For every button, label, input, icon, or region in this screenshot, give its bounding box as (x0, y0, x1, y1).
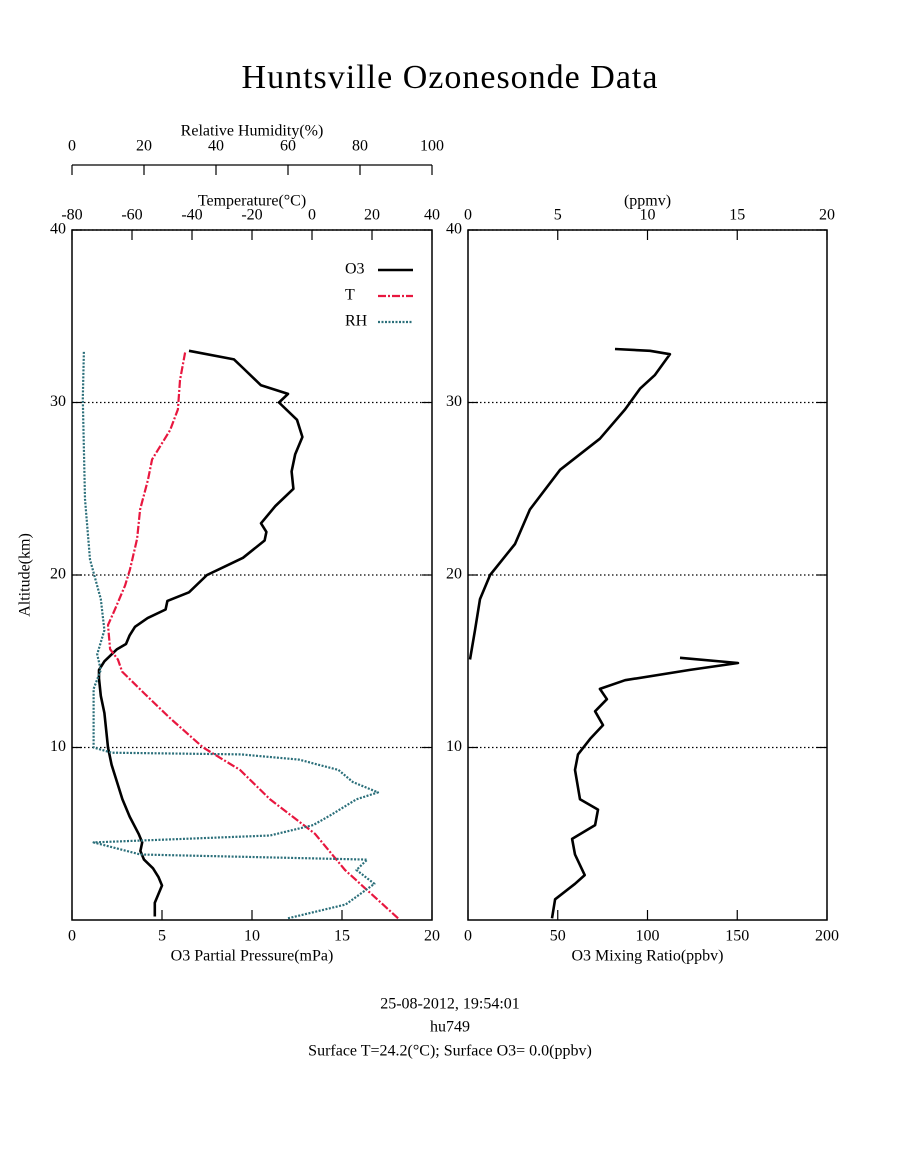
x-tick-label: 5 (158, 928, 166, 945)
x2-tick-label: 20 (364, 207, 380, 224)
y-tick-label: 10 (446, 738, 462, 755)
profile-line (81, 350, 380, 920)
x-tick-label: 20 (424, 928, 440, 945)
profile-line (97, 349, 304, 917)
x-tick-label: 10 (244, 928, 260, 945)
x3-tick-label: 60 (280, 138, 296, 155)
x2-tick-label: -40 (181, 207, 202, 224)
title: Huntsville Ozonesonde Data (242, 59, 659, 96)
x2-tick-label: 15 (729, 207, 745, 224)
footer-surface: Surface T=24.2(°C); Surface O3= 0.0(ppbv… (308, 1043, 592, 1060)
x2-axis-label: Temperature(°C) (198, 193, 306, 210)
x-tick-label: 0 (68, 928, 76, 945)
x-tick-label: 50 (550, 928, 566, 945)
footer-date: 25-08-2012, 19:54:01 (380, 996, 520, 1013)
x2-tick-label: -60 (121, 207, 142, 224)
y-tick-label: 40 (50, 221, 66, 238)
x2-axis-label: (ppmv) (624, 193, 671, 210)
y-tick-label: 30 (446, 393, 462, 410)
x2-tick-label: 0 (308, 207, 316, 224)
x-tick-label: 100 (636, 928, 660, 945)
footer-id: hu749 (430, 1019, 470, 1036)
x-tick-label: 0 (464, 928, 472, 945)
plot-frame (71, 229, 433, 921)
x-axis-label: O3 Mixing Ratio(ppbv) (572, 948, 724, 965)
x-tick-label: 200 (815, 928, 839, 945)
x3-tick-label: 80 (352, 138, 368, 155)
legend-label: T (345, 287, 355, 304)
x2-tick-label: -20 (241, 207, 262, 224)
legend-label: RH (345, 313, 368, 330)
x-tick-label: 150 (725, 928, 749, 945)
y-tick-label: 40 (446, 221, 462, 238)
x3-axis-label: Relative Humidity(%) (181, 123, 324, 140)
y-axis-label: Altitude(km) (17, 533, 34, 617)
legend-label: O3 (345, 261, 365, 278)
x-axis-label: O3 Partial Pressure(mPa) (171, 948, 334, 965)
y-tick-label: 30 (50, 393, 66, 410)
profile-line (468, 347, 740, 919)
x2-tick-label: 0 (464, 207, 472, 224)
y-tick-label: 10 (50, 738, 66, 755)
x-tick-label: 15 (334, 928, 350, 945)
plot-frame (467, 229, 828, 921)
x2-tick-label: 40 (424, 207, 440, 224)
y-tick-label: 20 (446, 566, 462, 583)
x3-tick-label: 100 (420, 138, 444, 155)
profile-line (106, 352, 399, 920)
x2-tick-label: 10 (640, 207, 656, 224)
x2-tick-label: 5 (554, 207, 562, 224)
y-tick-label: 20 (50, 566, 66, 583)
x3-tick-label: 40 (208, 138, 224, 155)
x3-tick-label: 20 (136, 138, 152, 155)
x3-tick-label: 0 (68, 138, 76, 155)
x2-tick-label: -80 (61, 207, 82, 224)
x2-tick-label: 20 (819, 207, 835, 224)
